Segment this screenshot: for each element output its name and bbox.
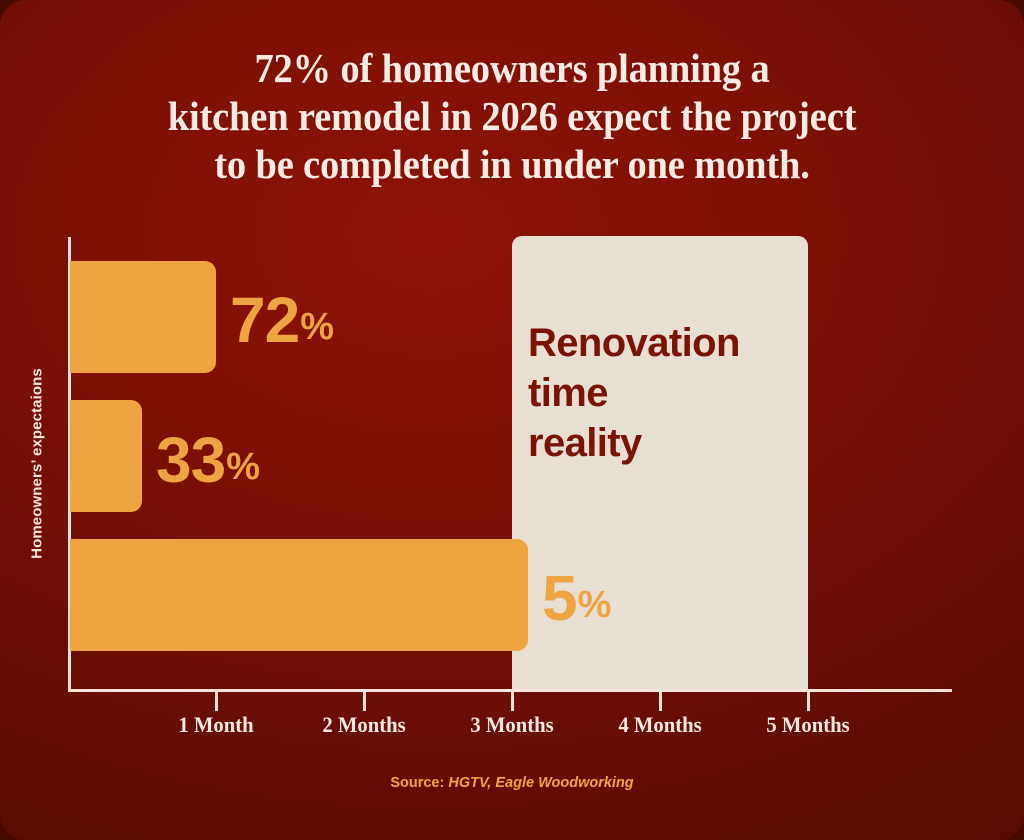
bar-value-label-2: 33% xyxy=(156,428,260,492)
reality-line-2: time xyxy=(528,371,608,415)
bar-under-one-month xyxy=(70,261,216,373)
y-axis-title: Homeowners’ expectaions xyxy=(28,368,46,559)
x-tick-label-4: 4 Months xyxy=(618,712,702,737)
x-tick-1 xyxy=(215,692,218,711)
title-line-1: 72% of homeowners planning a xyxy=(254,45,770,91)
x-tick-3 xyxy=(511,692,514,711)
renovation-reality-panel xyxy=(512,236,808,691)
reality-line-1: Renovation xyxy=(528,321,740,365)
x-tick-4 xyxy=(659,692,662,711)
bar-three-months xyxy=(70,539,528,651)
bar-value-number-2: 33 xyxy=(156,424,226,496)
source-value: HGTV, Eagle Woodworking xyxy=(448,775,634,791)
bar-value-suffix-2: % xyxy=(226,445,260,488)
bar-value-suffix-3: % xyxy=(577,583,612,626)
title-line-3: to be completed in under one month. xyxy=(214,141,810,187)
x-tick-label-2: 2 Months xyxy=(322,712,406,737)
bar-value-number-1: 72 xyxy=(230,284,300,356)
bar-value-label-1: 72% xyxy=(230,288,334,352)
source-label: Source: xyxy=(390,775,445,791)
x-tick-2 xyxy=(363,692,366,711)
x-tick-label-3: 3 Months xyxy=(470,712,554,737)
bar-one-to-two-months xyxy=(70,400,142,512)
x-tick-5 xyxy=(807,692,810,711)
reality-line-3: reality xyxy=(528,421,642,465)
x-tick-label-5: 5 Months xyxy=(766,712,850,737)
x-axis-line xyxy=(68,689,952,692)
renovation-reality-label: Renovation time reality xyxy=(528,318,796,468)
bar-value-label-3: 5% xyxy=(542,566,612,630)
bar-value-suffix-1: % xyxy=(300,305,334,348)
page-title: 72% of homeowners planning a kitchen rem… xyxy=(0,44,1024,188)
title-line-2: kitchen remodel in 2026 expect the proje… xyxy=(167,93,857,139)
bar-value-number-3: 5 xyxy=(542,562,578,634)
source-line: Source: HGTV, Eagle Woodworking xyxy=(0,775,1024,791)
x-tick-label-1: 1 Month xyxy=(178,712,254,737)
y-axis-line xyxy=(68,237,71,692)
